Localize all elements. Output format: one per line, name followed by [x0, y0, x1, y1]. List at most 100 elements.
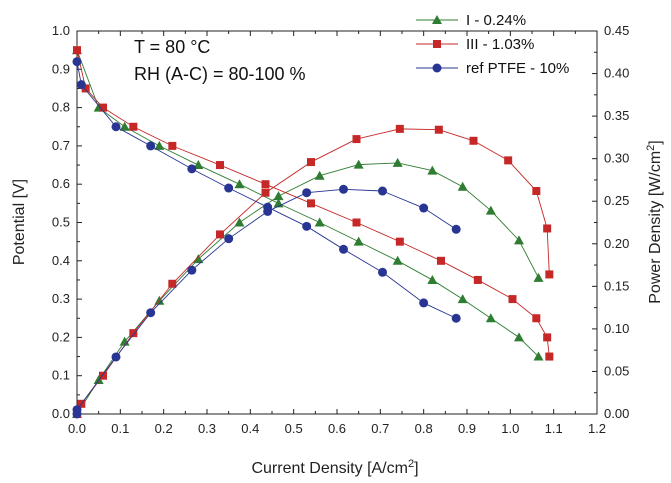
polarization-point [473, 275, 482, 284]
y-right-tick-label: 0.40 [604, 66, 629, 81]
power-density-point [427, 165, 438, 175]
polarization-point [216, 161, 224, 170]
polarization-line [76, 50, 550, 357]
x-tick-label: 0.5 [285, 421, 303, 436]
x-tick-label: 1.2 [588, 421, 606, 436]
power-density-point [168, 279, 177, 288]
power-density-point [93, 374, 104, 384]
x-axis-title: Current Density [A/cm2] [251, 458, 418, 477]
power-density-point [72, 405, 82, 415]
y-right-tick-label: 0.45 [604, 23, 629, 38]
polarization-point [545, 352, 554, 361]
x-tick-label: 0.7 [371, 421, 389, 436]
power-density-point [469, 136, 478, 145]
power-density-point [193, 254, 204, 264]
legend-item: ref PTFE - 10% [416, 60, 569, 77]
power-density-point [419, 203, 429, 213]
y-axis-right-title: Power Density [W/cm2] [645, 140, 664, 304]
plot-frame [76, 30, 598, 415]
power-density-point [378, 186, 387, 196]
power-density-line [76, 188, 457, 414]
polarization-point [314, 217, 325, 227]
polarization-point [72, 57, 82, 67]
polarization-point [352, 218, 361, 227]
legend-swatch-marker [433, 40, 441, 48]
power-density-point [99, 371, 107, 380]
x-tick-label: 0.8 [415, 421, 433, 436]
x-tick-label: 0.2 [155, 421, 173, 436]
polarization-point [392, 255, 403, 265]
y-axis-right-title-end: ] [647, 140, 664, 144]
y-left-tick-label: 0.3 [52, 291, 70, 306]
polarization-point [437, 256, 445, 265]
y-left-tick-label: 0.6 [52, 176, 70, 191]
legend-swatch-marker [432, 15, 442, 24]
y-right-tick-label: 0.20 [604, 236, 629, 251]
polarization-point [533, 351, 544, 361]
annotation-temperature: T = 80 °C [134, 37, 210, 57]
y-left-tick-label: 0.8 [52, 100, 70, 115]
y-right-tick-label: 0.10 [604, 321, 629, 336]
x-tick-label: 0.0 [68, 421, 86, 436]
polarization-point [302, 221, 312, 231]
polarization-point [457, 294, 468, 304]
power-density-point [224, 234, 234, 244]
y-left-tick-label: 0.7 [52, 138, 70, 153]
y-right-tick-label: 0.00 [604, 406, 629, 421]
power-density-point [395, 124, 404, 133]
x-tick-label: 1.0 [501, 421, 519, 436]
y-right-tick-label: 0.35 [604, 108, 629, 123]
polarization-point [154, 140, 165, 150]
polarization-point [508, 295, 517, 304]
axis-ticks: 0.0 0.1 0.2 0.3 0.4 0.5 0.6 0.7 0.8 0.9 1.0 1.1 1.20… [52, 23, 629, 436]
y-right-tick-label: 0.05 [604, 363, 629, 378]
polarization-point [111, 122, 121, 132]
power-density-point [352, 135, 361, 144]
power-density-point [146, 308, 156, 318]
power-density-point [261, 188, 270, 197]
x-tick-label: 0.6 [328, 421, 346, 436]
polarization-point [261, 180, 270, 189]
power-density-point [129, 329, 138, 338]
polarization-point [81, 84, 90, 93]
power-density-point [353, 159, 364, 169]
power-density-point [273, 191, 284, 201]
polarization-point [193, 160, 204, 170]
polarization-point [129, 122, 138, 131]
y-left-tick-label: 0.1 [52, 368, 70, 383]
legend-label: I - 0.24% [466, 12, 526, 29]
polarization-point [73, 46, 81, 55]
legend-label: ref PTFE - 10% [466, 60, 569, 77]
power-density-point [533, 272, 544, 282]
power-density-point [302, 188, 312, 198]
y-axis-right-title-text: Power Density [W/cm [647, 151, 664, 304]
y-right-tick-label: 0.25 [604, 193, 629, 208]
polarization-point [119, 121, 130, 131]
polarization-line [76, 61, 457, 319]
polarization-point [168, 141, 177, 150]
y-left-tick-label: 0.9 [52, 61, 70, 76]
polarization-point [451, 313, 461, 323]
power-density-point [514, 235, 524, 245]
polarization-point [76, 80, 86, 90]
y-right-tick-label: 0.15 [604, 278, 629, 293]
power-density-point [485, 205, 496, 215]
power-density-point [111, 352, 121, 362]
legend-label: III - 1.03% [466, 36, 534, 53]
y-axis-left-title: Potential [V] [11, 179, 28, 265]
polarization-point [532, 314, 541, 323]
power-density-point [339, 184, 348, 194]
polarization-point [353, 236, 364, 246]
y-axis-right-title-sup: 2 [645, 145, 657, 151]
y-left-tick-label: 0.4 [52, 253, 70, 268]
polarization-point [395, 237, 404, 246]
series-3 [72, 57, 461, 419]
power-density-point [314, 170, 325, 180]
series-layer [72, 45, 554, 419]
power-density-line [76, 128, 550, 415]
y-left-tick-label: 0.2 [52, 329, 70, 344]
polarization-point [514, 332, 524, 342]
polarization-point [339, 244, 348, 254]
y-left-tick-label: 0.0 [52, 406, 70, 421]
